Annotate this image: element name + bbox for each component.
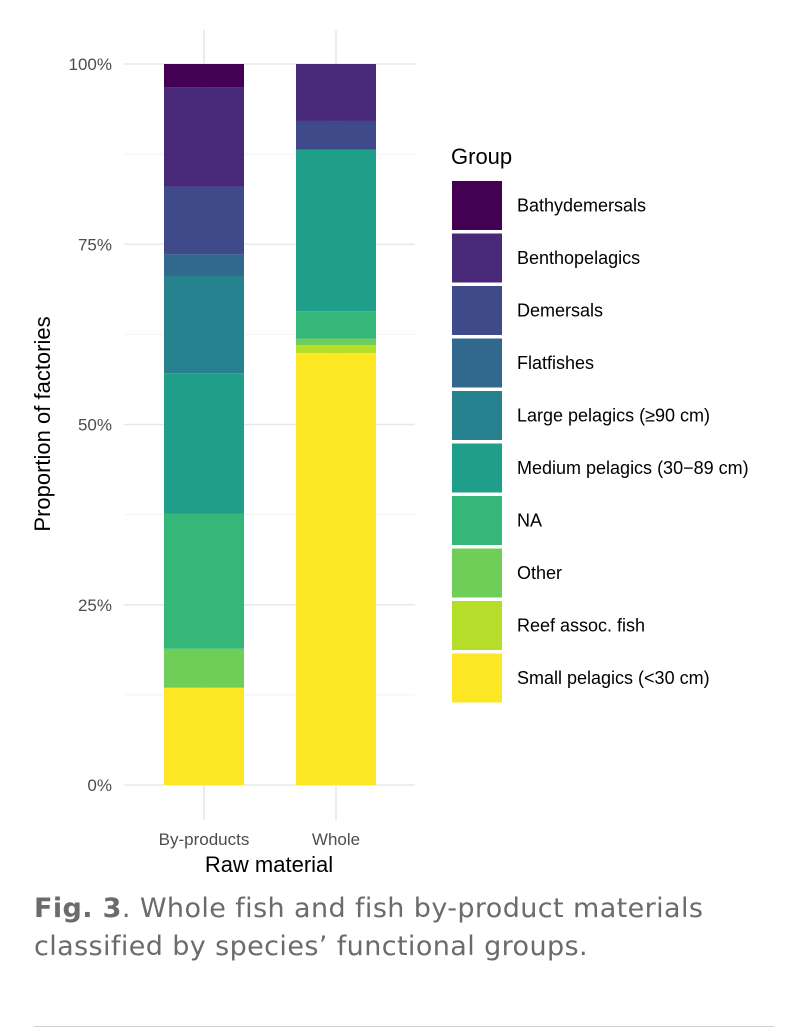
- legend-label: Benthopelagics: [517, 248, 640, 268]
- legend-key: [452, 233, 502, 283]
- legend-key: [452, 653, 502, 703]
- bar-segment: [164, 373, 244, 514]
- legend-label: Other: [517, 563, 562, 583]
- figure-caption: Fig. 3. Whole fish and fish by-product m…: [34, 890, 774, 966]
- legend: Group Bathydemersals Benthopelagics Demers…: [451, 144, 749, 703]
- y-tick-label: 50%: [78, 416, 112, 435]
- bar-segment: [164, 87, 244, 187]
- bar-segment: [296, 345, 376, 354]
- legend-label: Large pelagics (≥90 cm): [517, 406, 710, 426]
- legend-key: [452, 548, 502, 598]
- y-axis-tick-labels: 0% 25% 50% 75% 100%: [69, 55, 112, 795]
- x-tick-label: By-products: [159, 830, 250, 849]
- stacked-bar-chart: 0% 25% 50% 75% 100% By-products Whole Raw mat…: [30, 30, 749, 877]
- legend-key: [452, 601, 502, 650]
- bar-segment: [296, 64, 376, 121]
- legend-key: [452, 496, 502, 545]
- legend-title: Group: [451, 144, 512, 169]
- figure-caption-text: . Whole fish and fish by-product materia…: [34, 893, 704, 962]
- legend-label: NA: [517, 511, 542, 531]
- y-axis-title: Proportion of factories: [30, 316, 55, 531]
- y-tick-label: 25%: [78, 596, 112, 615]
- y-tick-label: 0%: [87, 776, 112, 795]
- legend-label: Small pelagics (<30 cm): [517, 668, 710, 688]
- legend-key: [452, 338, 502, 388]
- bar-segment: [296, 120, 376, 150]
- bar-segment: [164, 687, 244, 785]
- legend-key: [452, 443, 502, 493]
- bar-segment: [164, 513, 244, 649]
- bar-segment: [164, 186, 244, 255]
- legend-key: [452, 181, 502, 230]
- x-tick-label: Whole: [312, 830, 360, 849]
- y-tick-label: 75%: [78, 235, 112, 254]
- legend-label: Flatfishes: [517, 353, 594, 373]
- legend-label: Bathydemersals: [517, 196, 646, 216]
- legend-key: [452, 286, 502, 335]
- bar-segment: [296, 338, 376, 346]
- y-tick-label: 100%: [69, 55, 112, 74]
- x-axis-title: Raw material: [205, 852, 333, 877]
- bar-segment: [164, 254, 244, 276]
- legend-label: Reef assoc. fish: [517, 616, 645, 636]
- bar-segment: [296, 149, 376, 312]
- legend-label: Demersals: [517, 301, 603, 321]
- x-axis-tick-labels: By-products Whole: [159, 830, 360, 849]
- bar-segment: [296, 311, 376, 339]
- bar-segment: [164, 275, 244, 374]
- bar-segment: [164, 64, 244, 88]
- legend-key: [452, 391, 502, 440]
- bar-segment: [164, 648, 244, 688]
- bar-stacks: [164, 64, 376, 785]
- figure-label: Fig. 3: [34, 893, 122, 924]
- legend-label: Medium pelagics (30−89 cm): [517, 458, 749, 478]
- bar-segment: [296, 353, 376, 785]
